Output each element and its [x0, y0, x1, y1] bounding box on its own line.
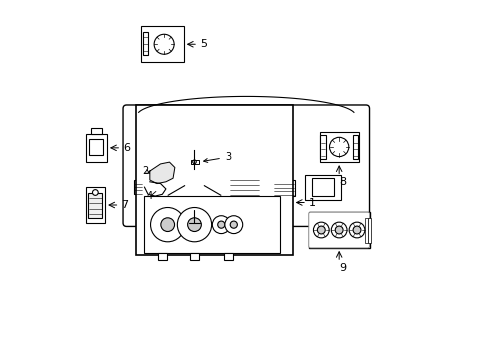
Bar	[364, 217, 367, 243]
Bar	[88, 193, 102, 217]
Bar	[224, 253, 232, 260]
Circle shape	[192, 160, 196, 163]
Bar	[85, 187, 105, 223]
Bar	[228, 175, 260, 187]
Circle shape	[212, 216, 230, 234]
Circle shape	[224, 216, 242, 234]
Text: 6: 6	[123, 143, 130, 153]
Text: 7: 7	[121, 200, 128, 210]
Bar	[228, 187, 260, 200]
Circle shape	[187, 218, 201, 231]
Circle shape	[329, 137, 348, 157]
Bar	[89, 139, 103, 155]
Bar	[352, 135, 357, 158]
Circle shape	[313, 222, 328, 238]
Circle shape	[352, 226, 360, 234]
Bar	[91, 128, 102, 134]
Circle shape	[230, 221, 237, 228]
Bar	[272, 180, 294, 196]
Circle shape	[150, 207, 184, 242]
Text: 3: 3	[203, 152, 230, 162]
Text: 9: 9	[339, 262, 346, 273]
Text: 5: 5	[200, 39, 206, 49]
Circle shape	[331, 222, 346, 238]
Bar	[228, 175, 260, 200]
Bar	[141, 176, 165, 200]
Circle shape	[183, 168, 205, 192]
Text: 1: 1	[308, 198, 315, 207]
Bar	[320, 135, 325, 158]
Bar	[158, 253, 166, 260]
Circle shape	[335, 226, 343, 234]
Bar	[135, 105, 292, 255]
Circle shape	[217, 221, 224, 228]
Text: 8: 8	[339, 177, 346, 187]
Circle shape	[150, 185, 156, 191]
Bar	[190, 159, 198, 164]
Bar	[308, 212, 369, 248]
Bar	[134, 180, 142, 194]
Bar	[312, 178, 333, 196]
Circle shape	[164, 150, 224, 210]
Bar	[367, 217, 370, 243]
Bar	[85, 134, 107, 162]
Text: 4: 4	[146, 191, 152, 201]
Circle shape	[177, 207, 211, 242]
Circle shape	[147, 181, 160, 194]
Bar	[305, 175, 340, 200]
Bar	[319, 132, 358, 162]
Polygon shape	[149, 162, 175, 184]
Bar	[142, 32, 148, 55]
FancyBboxPatch shape	[308, 212, 369, 248]
Circle shape	[154, 34, 174, 54]
Text: 2: 2	[142, 166, 149, 176]
Circle shape	[317, 226, 325, 234]
Bar	[144, 196, 280, 253]
FancyBboxPatch shape	[123, 105, 369, 226]
Bar	[141, 26, 183, 62]
Circle shape	[161, 218, 174, 231]
Bar	[190, 253, 198, 260]
Circle shape	[348, 222, 364, 238]
Circle shape	[92, 190, 98, 195]
